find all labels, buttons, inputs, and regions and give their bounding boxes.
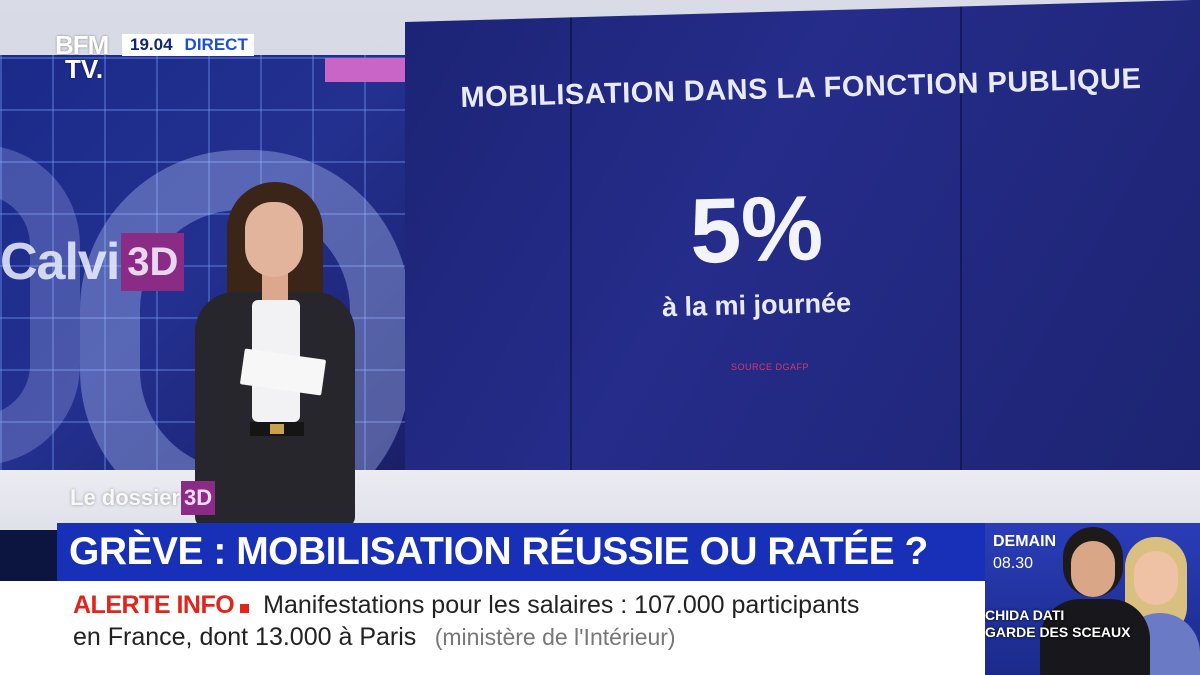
promo-caption: CHIDA DATI GARDE DES SCEAUX bbox=[985, 607, 1200, 641]
promo-caption-line2: GARDE DES SCEAUX bbox=[985, 624, 1131, 640]
clock-badge: 19.04 DIRECT bbox=[122, 34, 254, 56]
show-logo-word: Calvi bbox=[0, 233, 120, 291]
presenter bbox=[190, 182, 360, 527]
segment-tag-badge: 3D bbox=[181, 481, 216, 515]
graphic-subtitle: à la mi journée bbox=[661, 287, 852, 323]
segment-tag: Le dossier 3D bbox=[70, 481, 216, 515]
promo-time: 08.30 bbox=[993, 555, 1034, 572]
news-ticker: ALERTE INFO Manifestations pour les sala… bbox=[0, 581, 985, 675]
alert-square-icon bbox=[240, 604, 250, 613]
show-logo-badge: 3D bbox=[121, 233, 185, 291]
ticker-text-line1: Manifestations pour les salaires : 107.0… bbox=[263, 591, 860, 619]
graphic-value: 5% bbox=[688, 177, 825, 283]
ticker-text-line2: en France, dont 13.000 à Paris bbox=[73, 623, 417, 651]
segment-tag-word: Le dossier bbox=[70, 485, 181, 510]
clock-time: 19.04 bbox=[130, 35, 173, 54]
presenter-buckle bbox=[270, 424, 284, 434]
show-logo: Calvi 3D bbox=[0, 232, 185, 292]
headline-band: GRÈVE : MOBILISATION RÉUSSIE OU RATÉE ? bbox=[57, 523, 985, 581]
channel-logo: BFM TV. bbox=[55, 30, 109, 84]
channel-logo-line1: BFM bbox=[55, 30, 109, 60]
channel-logo-line2: TV. bbox=[65, 54, 104, 84]
guest-face bbox=[1134, 551, 1178, 605]
presenter-face bbox=[245, 202, 303, 277]
promo-day: DEMAIN bbox=[993, 533, 1057, 550]
ticker-line2: en France, dont 13.000 à Paris (ministèr… bbox=[73, 623, 676, 652]
headline-text: GRÈVE : MOBILISATION RÉUSSIE OU RATÉE ? bbox=[69, 530, 928, 573]
upcoming-promo: DEMAIN 08.30 CHIDA DATI GARDE DES SCEAUX bbox=[985, 523, 1200, 675]
live-label: DIRECT bbox=[184, 35, 248, 54]
decorative-pink-bar bbox=[325, 58, 405, 82]
ticker-source: (ministère de l'Intérieur) bbox=[434, 624, 676, 650]
guest-face bbox=[1071, 541, 1115, 597]
promo-caption-line1: CHIDA DATI bbox=[985, 607, 1065, 623]
ticker-line1: ALERTE INFO Manifestations pour les sala… bbox=[73, 591, 859, 620]
alert-label: ALERTE INFO bbox=[73, 591, 235, 619]
guest-body bbox=[1040, 599, 1150, 675]
decorative-arc bbox=[0, 145, 80, 465]
graphic-source: SOURCE DGAFP bbox=[731, 362, 810, 372]
